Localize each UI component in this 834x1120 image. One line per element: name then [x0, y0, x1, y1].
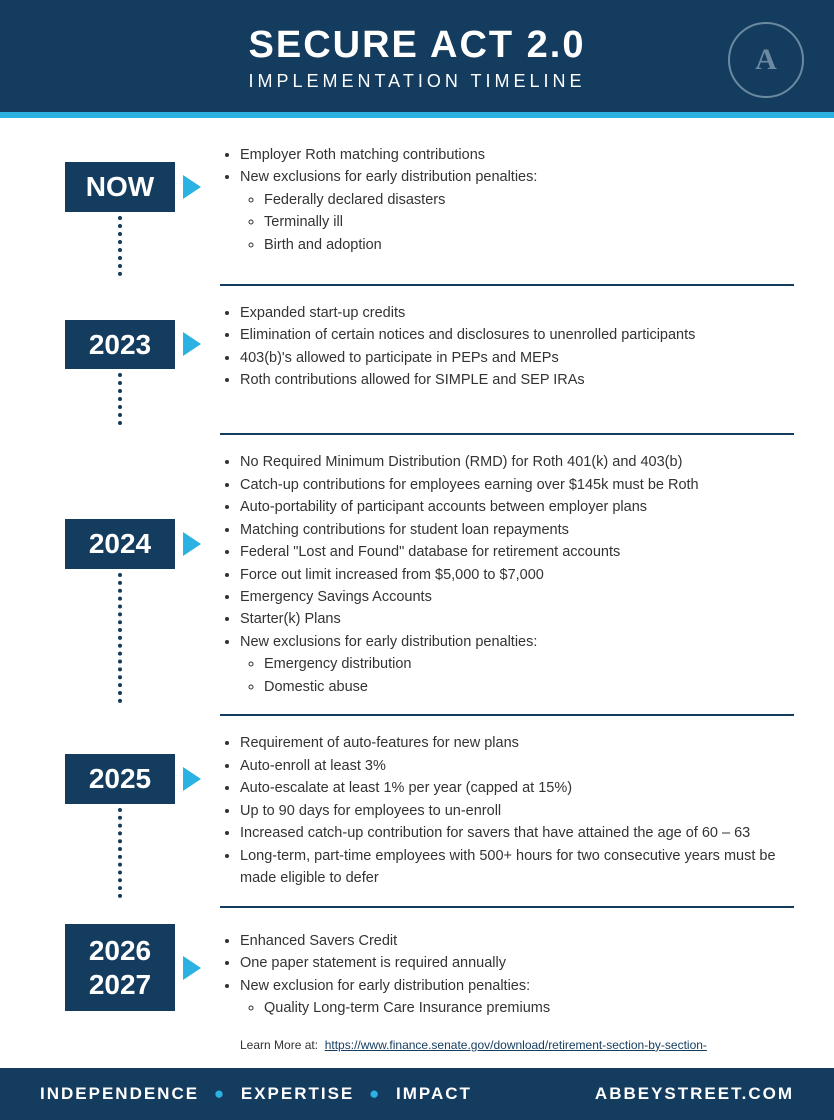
list-item: One paper statement is required annually	[240, 952, 794, 974]
list-subitem: Federally declared disasters	[264, 189, 794, 211]
list-item: Auto-enroll at least 3%	[240, 755, 794, 777]
list-item: New exclusion for early distribution pen…	[240, 975, 794, 1020]
list-item: Federal "Lost and Found" database for re…	[240, 541, 794, 563]
timeline-section-2023: 2023 Expanded start-up credits Eliminati…	[40, 290, 794, 430]
header: SECURE ACT 2.0 IMPLEMENTATION TIMELINE A	[0, 0, 834, 118]
section-divider	[220, 714, 794, 716]
year-label: 2024	[89, 528, 151, 559]
list-item-text: New exclusion for early distribution pen…	[240, 978, 530, 994]
timeline-section-2024: 2024 No Required Minimum Distribution (R…	[40, 439, 794, 710]
list-item-text: New exclusions for early distribution pe…	[240, 169, 537, 185]
timeline-content: NOW Employer Roth matching contributions…	[0, 118, 834, 1068]
learn-more: Learn More at: https://www.finance.senat…	[40, 1032, 794, 1068]
timeline-section-2026-2027: 2026 2027 Enhanced Savers Credit One pap…	[40, 912, 794, 1032]
list-item: Requirement of auto-features for new pla…	[240, 732, 794, 754]
page-title: SECURE ACT 2.0	[40, 24, 794, 67]
triangle-icon	[183, 332, 201, 356]
year-label: NOW	[86, 171, 154, 202]
timeline-right: Enhanced Savers Credit One paper stateme…	[200, 912, 794, 1032]
triangle-icon	[183, 532, 201, 556]
list-item: Force out limit increased from $5,000 to…	[240, 564, 794, 586]
year-label: 2023	[89, 329, 151, 360]
list-subitem: Birth and adoption	[264, 234, 794, 256]
timeline-right: Requirement of auto-features for new pla…	[200, 720, 794, 901]
timeline-section-now: NOW Employer Roth matching contributions…	[40, 132, 794, 280]
timeline-left: 2026 2027	[40, 912, 200, 1011]
footer: INDEPENDENCE ● EXPERTISE ● IMPACT ABBEYS…	[0, 1068, 834, 1120]
year-badge: 2026 2027	[65, 924, 175, 1011]
logo-badge: A	[728, 22, 804, 98]
list-subitem: Quality Long-term Care Insurance premium…	[264, 997, 794, 1019]
triangle-icon	[183, 767, 201, 791]
list-subitem: Domestic abuse	[264, 676, 794, 698]
timeline-left: 2023	[40, 290, 200, 430]
list-item: Enhanced Savers Credit	[240, 930, 794, 952]
list-item: Starter(k) Plans	[240, 608, 794, 630]
list-subitem: Terminally ill	[264, 211, 794, 233]
list-item: Employer Roth matching contributions	[240, 144, 794, 166]
list-item: Up to 90 days for employees to un-enroll	[240, 800, 794, 822]
dotted-connector	[118, 216, 122, 276]
triangle-icon	[183, 175, 201, 199]
timeline-right: Expanded start-up credits Elimination of…	[200, 290, 794, 404]
year-badge: 2024	[65, 519, 175, 569]
timeline-right: No Required Minimum Distribution (RMD) f…	[200, 439, 794, 710]
dotted-connector	[118, 808, 122, 898]
list-item: Increased catch-up contribution for save…	[240, 822, 794, 844]
footer-word: INDEPENDENCE	[40, 1084, 199, 1103]
footer-left: INDEPENDENCE ● EXPERTISE ● IMPACT	[40, 1084, 472, 1104]
section-divider	[220, 906, 794, 908]
separator-dot-icon: ●	[214, 1084, 226, 1103]
list-subitem: Emergency distribution	[264, 653, 794, 675]
list-item: Auto-portability of participant accounts…	[240, 496, 794, 518]
dotted-connector	[118, 573, 122, 703]
list-item: New exclusions for early distribution pe…	[240, 166, 794, 256]
footer-site: ABBEYSTREET.COM	[595, 1084, 794, 1104]
triangle-icon	[183, 956, 201, 980]
year-label: 2025	[89, 763, 151, 794]
list-item: Catch-up contributions for employees ear…	[240, 474, 794, 496]
timeline-left: NOW	[40, 132, 200, 280]
footer-word: IMPACT	[396, 1084, 472, 1103]
timeline-right: Employer Roth matching contributions New…	[200, 132, 794, 268]
list-item: Auto-escalate at least 1% per year (capp…	[240, 777, 794, 799]
learn-more-link[interactable]: https://www.finance.senate.gov/download/…	[325, 1038, 707, 1052]
logo-letter: A	[755, 43, 777, 77]
list-item: Roth contributions allowed for SIMPLE an…	[240, 369, 794, 391]
section-divider	[220, 433, 794, 435]
timeline-section-2025: 2025 Requirement of auto-features for ne…	[40, 720, 794, 902]
learn-more-label: Learn More at:	[240, 1038, 318, 1052]
list-item: Emergency Savings Accounts	[240, 586, 794, 608]
year-badge: 2025	[65, 754, 175, 804]
list-item: New exclusions for early distribution pe…	[240, 631, 794, 698]
footer-word: EXPERTISE	[241, 1084, 354, 1103]
section-divider	[220, 284, 794, 286]
year-badge: NOW	[65, 162, 175, 212]
dotted-connector	[118, 373, 122, 425]
list-item: 403(b)'s allowed to participate in PEPs …	[240, 347, 794, 369]
list-item: Matching contributions for student loan …	[240, 519, 794, 541]
list-item: Long-term, part-time employees with 500+…	[240, 845, 794, 890]
year-line1: 2026	[79, 934, 161, 968]
timeline-left: 2025	[40, 720, 200, 902]
list-item: No Required Minimum Distribution (RMD) f…	[240, 451, 794, 473]
list-item: Elimination of certain notices and discl…	[240, 324, 794, 346]
timeline-left: 2024	[40, 439, 200, 707]
page-subtitle: IMPLEMENTATION TIMELINE	[40, 71, 794, 92]
year-badge: 2023	[65, 320, 175, 370]
separator-dot-icon: ●	[369, 1084, 381, 1103]
list-item-text: New exclusions for early distribution pe…	[240, 634, 537, 650]
list-item: Expanded start-up credits	[240, 302, 794, 324]
year-line2: 2027	[79, 968, 161, 1002]
